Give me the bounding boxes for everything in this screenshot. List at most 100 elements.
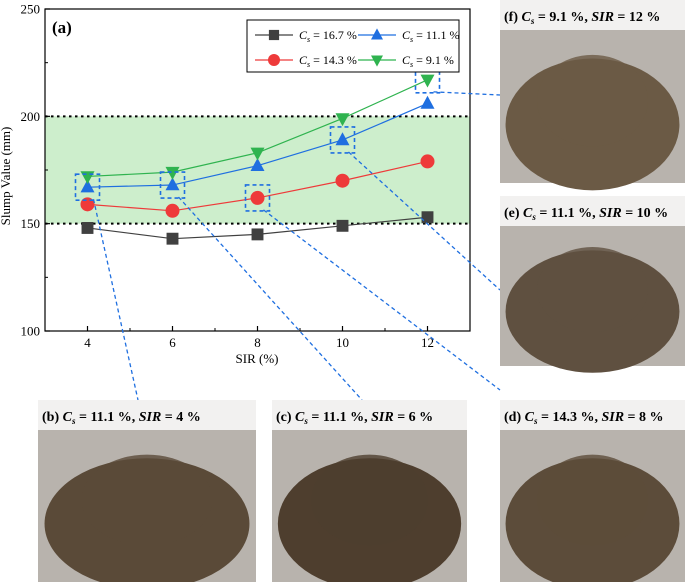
- highlight-box: [414, 66, 441, 94]
- data-point: [251, 228, 264, 241]
- caption-label: (d): [504, 410, 525, 425]
- legend-value: = 14.3 %: [310, 53, 357, 67]
- connector-lines: [92, 91, 501, 401]
- photo-e: (e) Cs = 11.1 %, SIR = 10 %: [500, 196, 685, 373]
- legend-frame: [246, 19, 460, 73]
- connector-f: [433, 91, 501, 96]
- data-point: [420, 154, 435, 169]
- caption-sir-value: = 4 %: [161, 410, 200, 425]
- x-tick-label: 8: [254, 335, 261, 350]
- y-axis-label: Slump Value (mm): [0, 127, 13, 226]
- caption-label: (b): [42, 410, 63, 425]
- legend-subscript: s: [307, 35, 310, 44]
- legend-symbol: C: [402, 28, 411, 42]
- caption-band: [500, 0, 685, 30]
- series-1: [80, 95, 435, 193]
- data-point: [420, 95, 435, 109]
- legend-symbol: C: [299, 53, 308, 67]
- legend-symbol: C: [299, 28, 308, 42]
- legend-marker: [268, 54, 280, 66]
- legend-subscript: s: [410, 60, 413, 69]
- legend-marker: [268, 29, 280, 41]
- caption-sub: s: [71, 416, 76, 426]
- caption-label: (c): [276, 410, 295, 425]
- photo-caption: (d) Cs = 14.3 %, SIR = 8 %: [504, 410, 664, 426]
- data-point: [80, 179, 95, 193]
- caption-sir-label: SIR: [371, 410, 394, 425]
- connector-c: [178, 196, 363, 401]
- caption-band: [272, 400, 467, 430]
- legend-marker: [371, 28, 383, 40]
- photo-panels: (f) Cs = 9.1 %, SIR = 12 % (e) Cs = 11.1 …: [38, 0, 685, 582]
- series-layer: [80, 74, 435, 245]
- y-tick-label: 200: [21, 109, 41, 124]
- legend-value: = 16.7 %: [310, 28, 357, 42]
- highlight-box: [244, 184, 271, 212]
- caption-sir-value: = 10 %: [622, 206, 668, 221]
- data-point: [81, 222, 94, 234]
- caption-label: (e): [504, 206, 523, 221]
- x-tick-label: 6: [169, 335, 176, 350]
- photo-c: (c) Cs = 11.1 %, SIR = 6 %: [272, 400, 467, 582]
- legend-entry: Cs = 16.7 %: [299, 28, 357, 44]
- caption-cs-value: = 9.1 %,: [534, 10, 591, 25]
- photo-b: (b) Cs = 11.1 %, SIR = 4 %: [38, 400, 256, 582]
- caption-cs: C: [295, 410, 305, 425]
- data-point: [335, 132, 350, 146]
- data-point: [335, 113, 350, 127]
- data-point: [335, 173, 350, 188]
- legend-value: = 11.1 %: [413, 28, 459, 42]
- legend-subscript: s: [307, 60, 310, 69]
- photo-d: (d) Cs = 14.3 %, SIR = 8 %: [500, 400, 685, 582]
- caption-sir-value: = 12 %: [614, 10, 660, 25]
- caption-sir-label: SIR: [591, 10, 614, 25]
- caption-cs: C: [63, 410, 73, 425]
- series-0: [81, 211, 434, 245]
- x-tick-label: 12: [421, 335, 434, 350]
- data-point: [165, 166, 180, 180]
- caption-band: [500, 196, 685, 226]
- y-tick-label: 100: [21, 324, 41, 339]
- caption-cs-value: = 14.3 %,: [537, 410, 601, 425]
- x-tick-label: 10: [336, 335, 349, 350]
- data-point: [165, 177, 180, 191]
- caption-cs: C: [525, 410, 535, 425]
- soil-mound: [537, 454, 648, 546]
- caption-sub: s: [303, 416, 308, 426]
- photo-caption: (f) Cs = 9.1 %, SIR = 12 %: [504, 10, 660, 26]
- caption-cs-value: = 11.1 %,: [75, 410, 138, 425]
- data-point: [166, 232, 179, 245]
- caption-cs-value: = 11.1 %,: [536, 206, 599, 221]
- caption-sir-value: = 6 %: [394, 410, 433, 425]
- connector-e: [348, 151, 501, 291]
- caption-sir-label: SIR: [601, 410, 624, 425]
- caption-label: (f): [504, 10, 522, 25]
- highlight-layer: [74, 66, 441, 212]
- legend-value: = 9.1 %: [413, 53, 454, 67]
- caption-band: [500, 400, 685, 430]
- data-point: [165, 203, 180, 218]
- legend-entry: Cs = 9.1 %: [402, 53, 454, 69]
- photo-f: (f) Cs = 9.1 %, SIR = 12 %: [500, 0, 685, 191]
- caption-cs-value: = 11.1 %,: [308, 410, 371, 425]
- data-point: [336, 219, 349, 232]
- axis-ticks: 4 6 8 10 12 100 150 200 250: [21, 2, 435, 351]
- data-point: [421, 211, 434, 224]
- highlight-box: [159, 171, 186, 199]
- y-tick-label: 150: [21, 216, 41, 231]
- caption-sir-value: = 8 %: [624, 410, 663, 425]
- caption-cs: C: [522, 10, 532, 25]
- data-point: [420, 74, 435, 88]
- y-tick-label: 250: [21, 2, 41, 17]
- panel-label: (a): [52, 18, 72, 37]
- highlight-box: [74, 173, 101, 201]
- caption-sir-label: SIR: [139, 410, 162, 425]
- data-point: [250, 147, 265, 161]
- photo-caption: (b) Cs = 11.1 %, SIR = 4 %: [42, 410, 201, 426]
- data-point: [250, 190, 265, 205]
- legend-symbol: C: [402, 53, 411, 67]
- caption-sub: s: [533, 416, 538, 426]
- legend-entry: Cs = 11.1 %: [402, 28, 459, 44]
- soil-mound: [537, 54, 648, 147]
